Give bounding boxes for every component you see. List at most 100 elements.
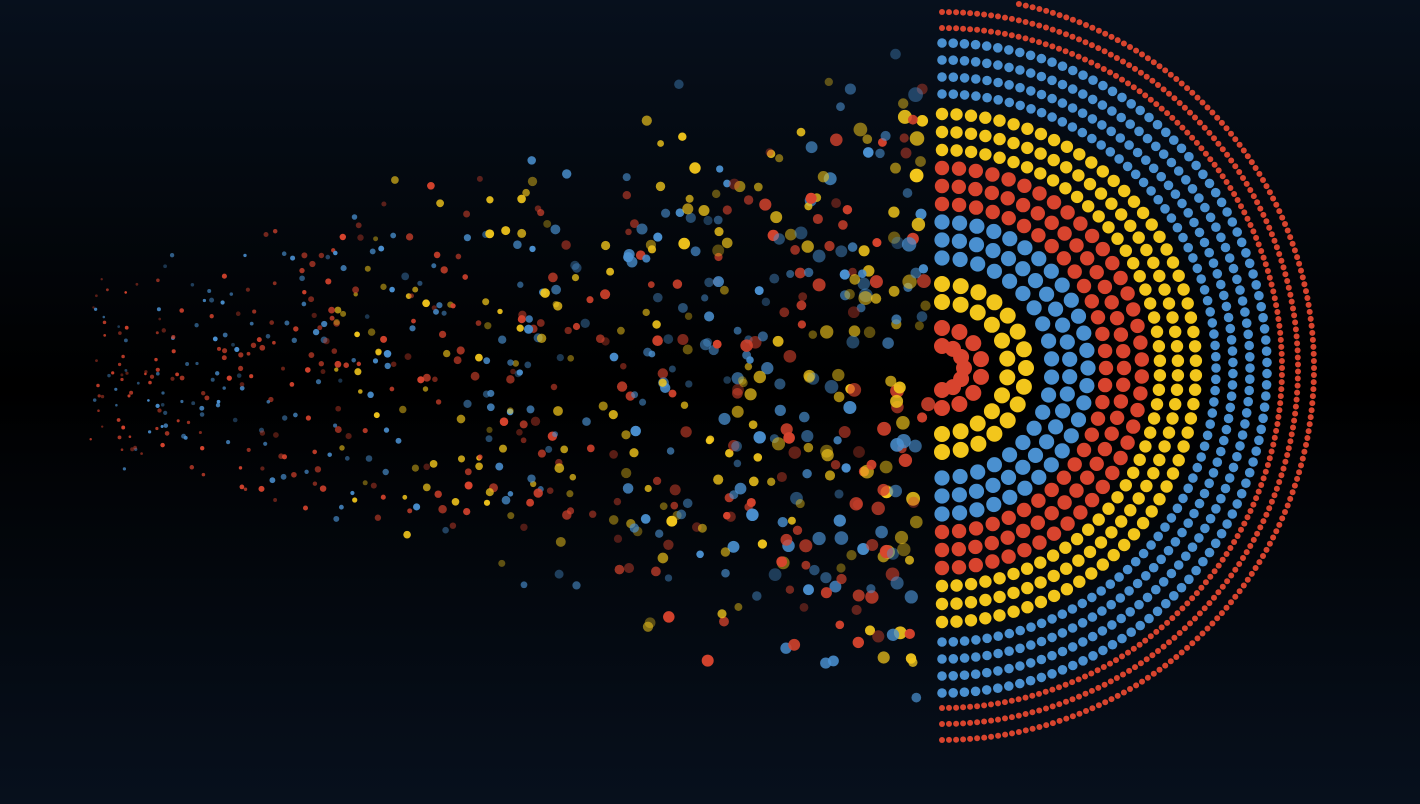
- blue-ring-dot: [1216, 280, 1226, 290]
- blue-ring-dot: [1222, 519, 1232, 529]
- red-scatter-dot: [520, 420, 528, 428]
- blue-ring-dot: [1227, 391, 1237, 401]
- red-ring-dot: [1311, 372, 1317, 378]
- red-ring-dot: [953, 705, 959, 711]
- red-ring-dot: [1265, 268, 1271, 274]
- yellow-scatter-dot: [888, 206, 899, 217]
- blue-ring-dot: [993, 95, 1003, 105]
- blue-scatter-dot: [775, 405, 786, 416]
- yellow-scatter-dot: [572, 274, 579, 281]
- blue-scatter-dot: [181, 434, 186, 439]
- red-ring-dot: [1050, 720, 1056, 726]
- red-ring-dot: [1114, 55, 1120, 61]
- red-scatter-dot: [614, 498, 621, 505]
- red-scatter-dot: [788, 639, 800, 651]
- blue-ring-dot: [1088, 651, 1098, 661]
- blue-ring-dot: [1055, 318, 1070, 333]
- red-ring-dot: [1219, 610, 1225, 616]
- blue-ring-dot: [1174, 166, 1184, 176]
- blue-scatter-dot: [442, 527, 449, 534]
- red-scatter-dot: [813, 214, 823, 224]
- blue-scatter-dot: [161, 403, 165, 407]
- blue-ring-dot: [1228, 380, 1238, 390]
- yellow-scatter-dot: [609, 515, 619, 525]
- red-scatter-dot: [806, 193, 817, 204]
- blue-scatter-dot: [524, 361, 531, 368]
- blue-ring-dot: [1026, 658, 1036, 668]
- blue-ring-dot: [1015, 286, 1030, 301]
- red-scatter-dot: [315, 466, 321, 472]
- red-ring-dot: [1045, 506, 1059, 520]
- yellow-scatter-dot: [818, 171, 829, 182]
- red-scatter-dot: [269, 320, 274, 325]
- red-ring-dot: [1063, 716, 1069, 722]
- yellow-scatter-dot: [912, 218, 925, 231]
- red-ring-dot: [1240, 555, 1246, 561]
- yellow-ring-dot: [1016, 341, 1032, 357]
- yellow-scatter-dot: [739, 379, 748, 388]
- red-ring-dot: [1274, 244, 1280, 250]
- red-ring-dot: [1282, 509, 1288, 515]
- blue-ring-dot: [1005, 629, 1015, 639]
- blue-scatter-dot: [691, 246, 701, 256]
- red-scatter-dot: [589, 511, 596, 518]
- red-ring-dot: [1130, 319, 1144, 333]
- red-ring-dot: [1001, 172, 1015, 186]
- red-ring-dot: [1238, 527, 1244, 533]
- blue-ring-dot: [1107, 620, 1117, 630]
- yellow-scatter-dot: [645, 485, 652, 492]
- blue-ring-dot: [1026, 51, 1036, 61]
- red-ring-dot: [1279, 365, 1285, 371]
- red-scatter-dot: [136, 283, 139, 286]
- yellow-scatter-dot: [832, 369, 844, 381]
- blue-scatter-dot: [661, 209, 670, 218]
- yellow-ring-dot: [936, 126, 948, 138]
- red-scatter-dot: [462, 274, 468, 280]
- blue-ring-dot: [1161, 599, 1171, 609]
- red-ring-dot: [1244, 181, 1250, 187]
- blue-ring-dot: [993, 78, 1003, 88]
- red-ring-dot: [1182, 625, 1188, 631]
- blue-ring-dot: [937, 89, 947, 99]
- yellow-ring-dot: [993, 114, 1005, 126]
- red-scatter-dot: [471, 372, 480, 381]
- blue-ring-dot: [1133, 148, 1143, 158]
- red-ring-dot: [1307, 421, 1313, 427]
- red-ring-dot: [1292, 411, 1298, 417]
- yellow-ring-dot: [1082, 200, 1094, 212]
- blue-ring-dot: [1037, 673, 1047, 683]
- red-scatter-dot: [407, 508, 412, 513]
- yellow-ring-dot: [936, 144, 948, 156]
- blue-ring-dot: [982, 668, 992, 678]
- blue-ring-dot: [1055, 278, 1070, 293]
- blue-ring-dot: [960, 670, 970, 680]
- yellow-ring-dot: [934, 444, 950, 460]
- blue-scatter-dot: [581, 319, 590, 328]
- red-ring-dot: [1253, 165, 1259, 171]
- blue-ring-dot: [1226, 324, 1236, 334]
- blue-scatter-dot: [304, 470, 308, 474]
- red-scatter-dot: [450, 522, 456, 528]
- blue-ring-dot: [1205, 307, 1215, 317]
- blue-ring-dot: [948, 671, 958, 681]
- yellow-ring-dot: [1007, 118, 1019, 130]
- red-scatter-dot: [538, 450, 546, 458]
- blue-ring-dot: [948, 38, 958, 48]
- red-ring-dot: [1077, 443, 1091, 457]
- red-ring-dot: [1301, 449, 1307, 455]
- blue-scatter-dot: [631, 391, 638, 398]
- red-ring-dot: [1137, 642, 1143, 648]
- yellow-ring-dot: [1148, 311, 1160, 323]
- blue-ring-dot: [993, 43, 1003, 53]
- red-scatter-dot: [156, 331, 159, 334]
- blue-scatter-dot: [223, 333, 228, 338]
- yellow-scatter-dot: [864, 327, 875, 338]
- red-scatter-dot: [847, 383, 861, 397]
- red-scatter-dot: [251, 343, 256, 348]
- yellow-ring-dot: [999, 369, 1015, 385]
- red-ring-dot: [1294, 397, 1300, 403]
- yellow-ring-dot: [953, 297, 969, 313]
- blue-ring-dot: [1188, 473, 1198, 483]
- blue-ring-dot: [1015, 661, 1025, 671]
- red-ring-dot: [1228, 599, 1234, 605]
